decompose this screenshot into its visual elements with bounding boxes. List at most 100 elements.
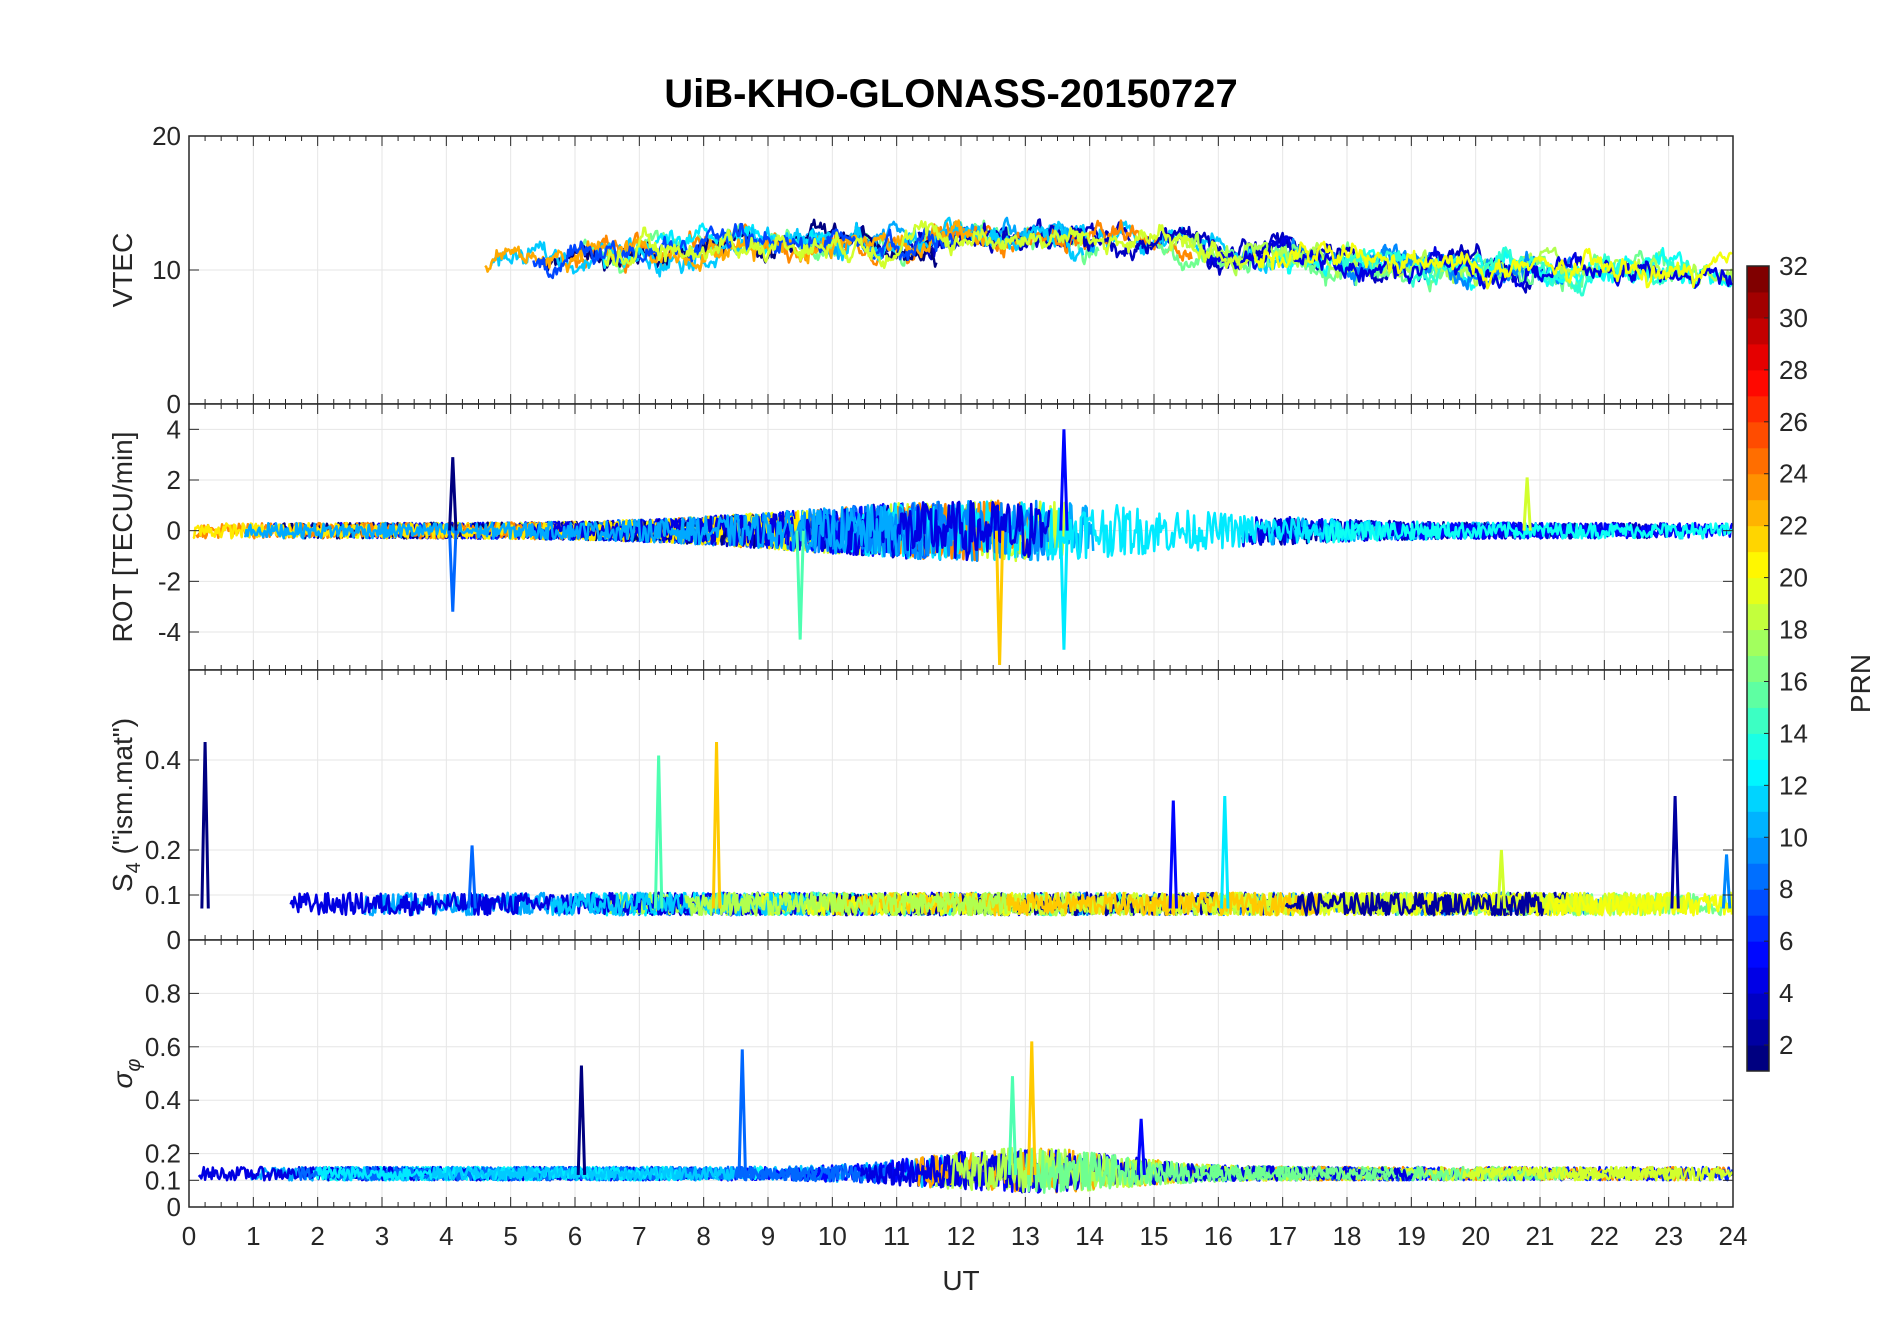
x-tick-label: 15 bbox=[1140, 1221, 1169, 1251]
x-tick-label: 5 bbox=[503, 1221, 517, 1251]
data-spike bbox=[1059, 429, 1069, 531]
chart-title: UiB-KHO-GLONASS-20150727 bbox=[664, 72, 1238, 116]
y-tick-label: 2 bbox=[167, 465, 181, 495]
x-tick-label: 9 bbox=[761, 1221, 775, 1251]
colorbar-segment bbox=[1747, 291, 1769, 319]
x-tick-label: 10 bbox=[818, 1221, 847, 1251]
y-tick-label: 10 bbox=[152, 255, 181, 285]
colorbar-segment bbox=[1747, 915, 1769, 942]
data-spike bbox=[795, 530, 805, 640]
colorbar-segment bbox=[1747, 1019, 1769, 1046]
y-tick-label: 0.1 bbox=[145, 880, 181, 910]
colorbar-segment bbox=[1747, 863, 1769, 890]
colorbar-segment bbox=[1747, 447, 1769, 475]
y-axis-label: S4 ("ism.mat") bbox=[107, 718, 145, 892]
panel-2: -4 -2 0 2 4 ROT [TECU/min] bbox=[107, 403, 1734, 671]
colorbar-segment bbox=[1747, 889, 1769, 916]
y-tick-label: 4 bbox=[167, 414, 181, 444]
colorbar-segment bbox=[1747, 551, 1769, 579]
colorbar-segment bbox=[1747, 993, 1769, 1020]
panel-4: 00.10.2 0.4 0.6 0.8 σφ bbox=[107, 939, 1734, 1222]
colorbar-tick-label: 2 bbox=[1779, 1030, 1793, 1060]
x-tick-label: 19 bbox=[1397, 1221, 1426, 1251]
satellite-track bbox=[1252, 240, 1733, 290]
colorbar-segment bbox=[1747, 525, 1769, 553]
satellite-track bbox=[1024, 1148, 1397, 1194]
y-tick-label: 0.4 bbox=[145, 1085, 181, 1115]
x-tick-label: 24 bbox=[1719, 1221, 1748, 1251]
data-spike bbox=[1522, 477, 1532, 531]
data-spike bbox=[1220, 795, 1230, 909]
colorbar-segment bbox=[1747, 1045, 1769, 1072]
x-tick-label: 13 bbox=[1011, 1221, 1040, 1251]
satellite-track bbox=[603, 220, 1250, 271]
colorbar-tick-label: 26 bbox=[1779, 407, 1808, 437]
panel-1: 0 10 20 VTEC bbox=[107, 121, 1734, 419]
satellite-track bbox=[1284, 891, 1545, 917]
colorbar-tick-label: 4 bbox=[1779, 978, 1793, 1008]
y-tick-label: 0.2 bbox=[145, 1139, 181, 1169]
satellite-track bbox=[1324, 520, 1733, 544]
colorbar-label: PRN bbox=[1845, 654, 1876, 713]
x-tick-label: 14 bbox=[1075, 1221, 1104, 1251]
x-tick-label: 16 bbox=[1204, 1221, 1233, 1251]
satellite-track bbox=[243, 504, 899, 557]
y-axis-label: ROT [TECU/min] bbox=[107, 431, 138, 642]
satellite-track bbox=[532, 222, 958, 280]
colorbar-tick-label: 20 bbox=[1779, 563, 1808, 593]
data-spike bbox=[1059, 530, 1069, 650]
colorbar-segment bbox=[1747, 655, 1769, 682]
data-spike bbox=[448, 530, 458, 612]
data-spike bbox=[737, 1049, 747, 1175]
colorbar-segment bbox=[1747, 317, 1769, 345]
colorbar-segment bbox=[1747, 369, 1769, 397]
colorbar-tick-label: 32 bbox=[1779, 251, 1808, 281]
colorbar-segment bbox=[1747, 499, 1769, 527]
colorbar-segment bbox=[1747, 785, 1769, 812]
x-tick-label: 23 bbox=[1654, 1221, 1683, 1251]
data-spike bbox=[1136, 1118, 1146, 1176]
y-tick-label: 0 bbox=[167, 516, 181, 546]
colorbar-segment bbox=[1747, 629, 1769, 657]
y-tick-label: -2 bbox=[158, 566, 181, 596]
y-tick-label: 0 bbox=[167, 389, 181, 419]
x-tick-label: 4 bbox=[439, 1221, 453, 1251]
colorbar-tick-label: 10 bbox=[1779, 822, 1808, 852]
satellite-track bbox=[1461, 1165, 1733, 1182]
colorbar-segment bbox=[1747, 967, 1769, 994]
colorbar-tick-label: 28 bbox=[1779, 355, 1808, 385]
x-tick-label: 7 bbox=[632, 1221, 646, 1251]
panel-series-group bbox=[192, 429, 1733, 665]
y-tick-label: 0.2 bbox=[145, 835, 181, 865]
panel-series-group bbox=[484, 216, 1733, 297]
y-tick-label: 0 bbox=[167, 1192, 181, 1222]
x-tick-label: 17 bbox=[1268, 1221, 1297, 1251]
colorbar-segment bbox=[1747, 603, 1769, 631]
colorbar-segment bbox=[1747, 577, 1769, 605]
colorbar-tick-label: 22 bbox=[1779, 511, 1808, 541]
satellite-track bbox=[289, 891, 847, 917]
colorbar-tick-label: 16 bbox=[1779, 666, 1808, 696]
data-spike bbox=[711, 741, 722, 909]
colorbar-segment bbox=[1747, 837, 1769, 864]
data-spike bbox=[653, 755, 664, 909]
colorbar-tick-label: 18 bbox=[1779, 615, 1808, 645]
colorbar-segment bbox=[1747, 473, 1769, 501]
x-tick-label: 0 bbox=[182, 1221, 196, 1251]
colorbar-segment bbox=[1747, 266, 1769, 293]
data-spike bbox=[1027, 1041, 1037, 1175]
data-spike bbox=[1007, 1076, 1018, 1176]
colorbar-tick-label: 24 bbox=[1779, 459, 1808, 489]
y-tick-label: -4 bbox=[158, 617, 181, 647]
x-tick-label: 20 bbox=[1461, 1221, 1490, 1251]
colorbar-tick-label: 8 bbox=[1779, 874, 1793, 904]
y-tick-label: 0 bbox=[167, 925, 181, 955]
y-tick-label: 0.1 bbox=[145, 1165, 181, 1195]
y-tick-label: 0.8 bbox=[145, 978, 181, 1008]
colorbar-tick-label: 12 bbox=[1779, 770, 1808, 800]
data-spike bbox=[1168, 800, 1179, 909]
colorbar-segment bbox=[1747, 343, 1769, 371]
colorbar-tick-label: 6 bbox=[1779, 926, 1793, 956]
